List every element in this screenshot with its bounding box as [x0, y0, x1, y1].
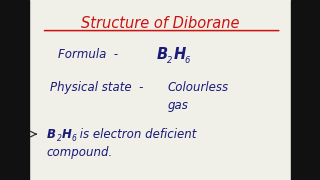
Text: B: B	[157, 46, 168, 62]
Text: H: H	[62, 128, 72, 141]
Text: Physical state  -: Physical state -	[50, 81, 143, 94]
Text: Colourless: Colourless	[168, 81, 229, 94]
Text: Formula  -: Formula -	[58, 48, 118, 60]
Text: is electron deficient: is electron deficient	[76, 128, 197, 141]
Text: 6: 6	[72, 134, 77, 143]
Text: gas: gas	[168, 99, 189, 112]
Text: Structure of Diborane: Structure of Diborane	[81, 16, 239, 31]
Text: B: B	[46, 128, 55, 141]
Text: 6: 6	[185, 56, 190, 65]
Text: H: H	[173, 46, 186, 62]
Bar	[291, 0, 320, 180]
Text: 2: 2	[167, 56, 173, 65]
Text: 2: 2	[57, 134, 62, 143]
Bar	[0, 0, 29, 180]
Text: compound.: compound.	[46, 146, 113, 159]
